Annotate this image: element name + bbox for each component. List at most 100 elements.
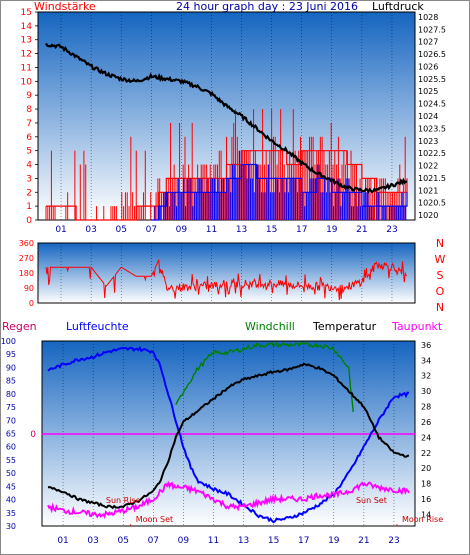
- pressure-tick-label: 1027.5: [418, 25, 446, 34]
- humidity-tick-label: 75: [6, 403, 16, 412]
- pressure-tick-label: 1028: [418, 13, 438, 22]
- temperature-tick-label: 30: [421, 387, 431, 396]
- sun-annotation: Sun Rise: [106, 496, 141, 505]
- humidity-y-axis: 30 35 40 45 50 55 60 65 70 75 80 85 90 95 100 0: [1, 337, 37, 531]
- temperature-tick-label: 32: [421, 372, 431, 381]
- pressure-tick-label: 1023.5: [418, 124, 446, 133]
- temperature-tick-label: 22: [421, 449, 431, 458]
- wind-tick-label: 10: [21, 77, 33, 87]
- temperature-tick-label: 26: [421, 418, 431, 427]
- x-tick-label: 17: [296, 225, 307, 235]
- wind-tick-label: 2: [26, 188, 32, 198]
- wind-direction-panel: [37, 242, 416, 304]
- x-tick-label: 13: [236, 225, 247, 235]
- pressure-tick-label: 1022: [418, 162, 438, 171]
- x-tick-label: 07: [146, 225, 157, 235]
- wind-tick-label: 15: [21, 8, 32, 18]
- dewpoint-line: [47, 480, 410, 519]
- humidity-tick-label: 30: [6, 522, 16, 531]
- humidity-tick-label: 60: [6, 443, 16, 452]
- wind-tick-label: 6: [26, 133, 32, 143]
- wind-tick-label: 4: [26, 161, 32, 171]
- humidity-temperature-legend: Regen Luftfeuchte Windchill Temperatur Taupu…: [2, 320, 443, 333]
- temperature-tick-label: 16: [421, 495, 431, 504]
- wind-tick-label: 13: [21, 36, 32, 46]
- wind-x-axis: 01 03 05 07 09 11 13 15 17 19 21 23: [55, 225, 397, 235]
- legend-entry: Regen: [2, 320, 37, 333]
- humidity-tick-label: 95: [6, 350, 16, 359]
- x-tick-label: 09: [178, 536, 190, 546]
- x-tick-label: 11: [206, 225, 217, 235]
- legend-entry: Windchill: [245, 320, 295, 333]
- compass-label: O: [436, 285, 445, 298]
- x-tick-label: 19: [328, 536, 340, 546]
- temperature-tick-label: 20: [421, 464, 431, 473]
- x-tick-label: 01: [55, 225, 66, 235]
- x-tick-label: 15: [268, 536, 279, 546]
- legend-entry: Taupunkt: [391, 320, 443, 333]
- pressure-tick-label: 1022.5: [418, 149, 446, 158]
- humidity-tick-label: 90: [6, 363, 16, 372]
- x-tick-label: 09: [176, 225, 188, 235]
- rain-axis-label: 0: [30, 430, 36, 440]
- x-tick-label: 23: [386, 225, 397, 235]
- x-tick-label: 05: [115, 225, 126, 235]
- pressure-tick-label: 1026: [418, 62, 438, 71]
- pressure-tick-label: 1021.5: [418, 174, 446, 183]
- moon-annotation: Moon Set: [136, 515, 173, 524]
- wind-tick-label: 0: [26, 216, 32, 226]
- legend-entry: Luftfeuchte: [66, 320, 129, 333]
- x-tick-label: 23: [388, 536, 399, 546]
- x-tick-label: 21: [358, 536, 369, 546]
- x-tick-label: 11: [208, 536, 219, 546]
- pressure-tick-label: 1027: [418, 38, 438, 47]
- x-tick-label: 21: [356, 225, 367, 235]
- wind-direction-y-axis: 0 90 180 270 360: [19, 239, 34, 308]
- gust-line: [151, 163, 408, 221]
- temperature-tick-label: 36: [421, 341, 431, 350]
- x-tick-label: 03: [87, 536, 98, 546]
- pressure-tick-label: 1025.5: [418, 75, 446, 84]
- wind-tick-label: 14: [21, 22, 33, 32]
- chart-title: 24 hour graph day : 23 Juni 2016: [176, 0, 358, 13]
- humidity-temperature-grid: [42, 341, 415, 526]
- wind-tick-label: 7: [26, 119, 32, 129]
- pressure-tick-label: 1020.5: [418, 199, 446, 208]
- x-tick-label: 19: [326, 225, 338, 235]
- compass-label: N: [436, 301, 444, 314]
- astronomy-annotations: Sun Rise Moon Set Sun Set Moon Rise: [106, 496, 443, 526]
- humidity-tick-label: 45: [6, 482, 16, 491]
- wind-direction-grid: [60, 243, 393, 303]
- pressure-tick-label: 1021: [418, 186, 438, 195]
- x-tick-label: 01: [57, 536, 68, 546]
- temperature-tick-label: 28: [421, 403, 431, 412]
- pressure-tick-label: 1023: [418, 137, 438, 146]
- humidity-temperature-lines: [47, 341, 410, 524]
- legend-entry: Temperatur: [312, 320, 377, 333]
- humidity-tick-label: 100: [1, 337, 16, 346]
- humidity-tick-label: 40: [6, 496, 16, 505]
- temperature-tick-label: 24: [421, 433, 431, 442]
- pressure-line: [45, 42, 408, 194]
- pressure-axis-title: Luftdruck: [372, 0, 424, 13]
- wind-tick-label: 1: [26, 202, 32, 212]
- direction-tick-label: 360: [19, 239, 34, 248]
- temperature-y-axis: 14 16 18 20 22 24 26 28 30 32 34 36: [421, 341, 431, 520]
- compass-label: N: [436, 237, 444, 250]
- x-tick-label: 05: [117, 536, 128, 546]
- wind-tick-label: 9: [26, 91, 32, 101]
- temperature-tick-label: 34: [421, 356, 431, 365]
- x-tick-label: 03: [85, 225, 96, 235]
- wind-tick-label: 3: [26, 174, 32, 184]
- x-tick-label: 17: [298, 536, 309, 546]
- direction-tick-label: 90: [24, 284, 34, 293]
- x-tick-label: 13: [238, 536, 249, 546]
- humidity-x-axis: 01 03 05 07 09 11 13 15 17 19 21 23: [57, 536, 399, 546]
- compass-label: W: [435, 253, 446, 266]
- pressure-tick-label: 1025: [418, 87, 438, 96]
- pressure-y-axis: 1020 1020.5 1021 1021.5 1022 1022.5 1023 1023.5…: [418, 13, 446, 220]
- wind-tick-label: 5: [26, 147, 32, 157]
